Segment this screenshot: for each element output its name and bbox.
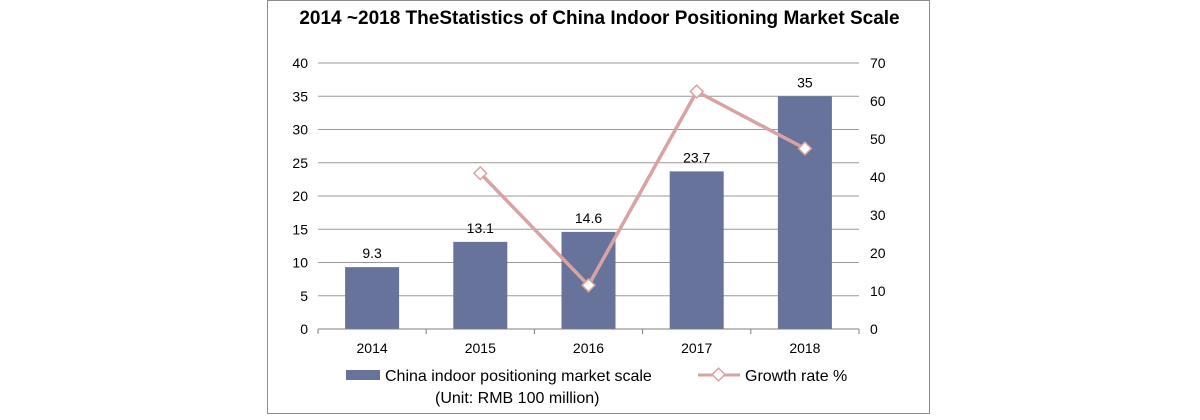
bar-data-label: 35 [797,74,813,90]
bar-data-label: 23.7 [683,149,710,165]
bar-2015 [453,241,508,329]
right-y-tick-label: 50 [870,131,886,147]
bar-2017 [669,171,724,329]
bar-data-label: 14.6 [575,210,602,226]
chart-title: 2014 ~2018 TheStatistics of China Indoor… [299,8,900,29]
legend: China indoor positioning market scale Gr… [346,367,847,407]
left-y-tick-label: 15 [292,221,308,237]
bar-2018 [777,96,832,329]
bar-series [345,96,832,329]
right-y-tick-label: 0 [870,321,878,337]
right-y-tick-label: 30 [870,207,886,223]
left-y-tick-label: 40 [292,55,308,71]
left-y-axis: 0 5 10 15 20 25 30 35 40 [292,55,308,337]
right-y-tick-label: 40 [870,169,886,185]
left-y-tick-label: 0 [300,321,308,337]
x-tick-label: 2016 [573,340,604,356]
growth-rate-line [479,89,806,288]
right-y-tick-label: 10 [870,283,886,299]
data-labels: 9.3 13.1 14.6 23.7 35 [362,74,813,261]
x-tick-label: 2014 [357,340,388,356]
left-y-tick-label: 5 [300,288,308,304]
bar-2014 [345,267,400,329]
chart-frame: 2014 ~2018 TheStatistics of China Indoor… [267,0,930,414]
left-y-tick-label: 25 [292,155,308,171]
x-tick-label: 2015 [465,340,496,356]
chart-svg: 9.3 13.1 14.6 23.7 35 0 5 10 15 20 25 30 35 40 0 10 20… [292,55,886,407]
x-axis: 2014 2015 2016 2017 2018 [357,340,821,356]
legend-marker-growth-rate [711,367,726,382]
left-y-tick-label: 30 [292,122,308,138]
left-y-tick-label: 10 [292,255,308,271]
right-y-axis: 0 10 20 30 40 50 60 70 [870,55,886,337]
left-y-tick-label: 35 [292,88,308,104]
bar-data-label: 9.3 [362,245,382,261]
legend-label-market-scale: China indoor positioning market scale [385,368,652,385]
growth-point-2015 [472,165,488,181]
x-tick-marks [317,329,860,334]
growth-point-2017 [689,84,705,99]
growth-point-2018 [797,141,813,156]
bar-data-label: 13.1 [467,220,494,236]
unit-note: (Unit: RMB 100 million) [435,390,599,407]
x-tick-label: 2018 [789,340,820,356]
legend-label-growth-rate: Growth rate % [745,368,847,385]
x-tick-label: 2017 [681,340,712,356]
growth-rate-series [472,84,813,293]
right-y-tick-label: 70 [870,55,886,71]
legend-swatch-market-scale [346,370,380,380]
right-y-tick-label: 60 [870,93,886,109]
growth-point-2016 [581,277,596,293]
right-y-tick-label: 20 [870,245,886,261]
left-y-tick-label: 20 [292,188,308,204]
